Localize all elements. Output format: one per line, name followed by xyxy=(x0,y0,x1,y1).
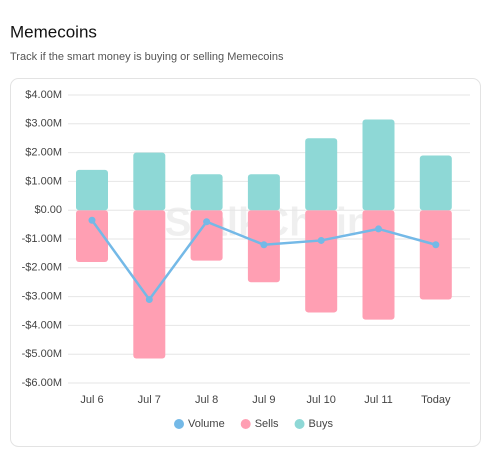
point xyxy=(375,225,382,233)
point xyxy=(432,241,440,249)
chart-title: Memecoins xyxy=(10,22,97,41)
x-tick-label: Jul 6 xyxy=(80,394,103,406)
y-tick-label: $2.00M xyxy=(25,147,62,159)
y-tick-label: -$5.00M xyxy=(22,348,62,360)
bar xyxy=(247,174,280,211)
y-tick-label: $4.00M xyxy=(25,89,62,101)
bar xyxy=(419,155,452,211)
bar xyxy=(76,169,108,211)
y-tick-label: -$3.00M xyxy=(22,291,62,303)
bar xyxy=(419,210,452,300)
point xyxy=(317,236,325,244)
x-tick-label: Jul 9 xyxy=(252,394,275,406)
y-tick-label: $1.00M xyxy=(25,175,62,187)
bar xyxy=(190,174,223,211)
point xyxy=(88,216,96,224)
y-tick-label: -$4.00M xyxy=(22,319,62,331)
legend-marker xyxy=(294,419,305,429)
x-tick-label: Today xyxy=(421,394,451,406)
x-tick-label: Jul 8 xyxy=(195,394,218,406)
x-tick-label: Jul 7 xyxy=(138,394,161,406)
point xyxy=(145,295,153,303)
point xyxy=(260,241,268,249)
bar xyxy=(133,152,166,211)
legend-label: Sells xyxy=(255,418,279,430)
bar xyxy=(133,210,166,359)
y-tick-label: -$6.00M xyxy=(22,377,62,389)
chart-subtitle: Track if the smart money is buying or se… xyxy=(10,51,284,63)
legend-marker xyxy=(240,419,251,429)
legend-marker xyxy=(174,419,184,429)
card xyxy=(10,78,481,447)
bar xyxy=(305,138,338,211)
bar xyxy=(76,210,108,263)
legend-label: Buys xyxy=(309,418,334,430)
bar xyxy=(362,119,395,211)
x-tick-label: Jul 11 xyxy=(364,394,393,406)
point xyxy=(203,218,211,226)
bar xyxy=(305,210,338,313)
legend-label: Volume xyxy=(188,418,225,430)
bar xyxy=(362,210,395,320)
y-tick-label: -$2.00M xyxy=(22,262,62,274)
y-tick-label: $3.00M xyxy=(25,118,62,130)
y-tick-label: -$1.00M xyxy=(22,233,62,245)
y-tick-label: $0.00 xyxy=(34,204,62,216)
bar xyxy=(190,210,223,261)
x-tick-label: Jul 10 xyxy=(307,394,336,406)
